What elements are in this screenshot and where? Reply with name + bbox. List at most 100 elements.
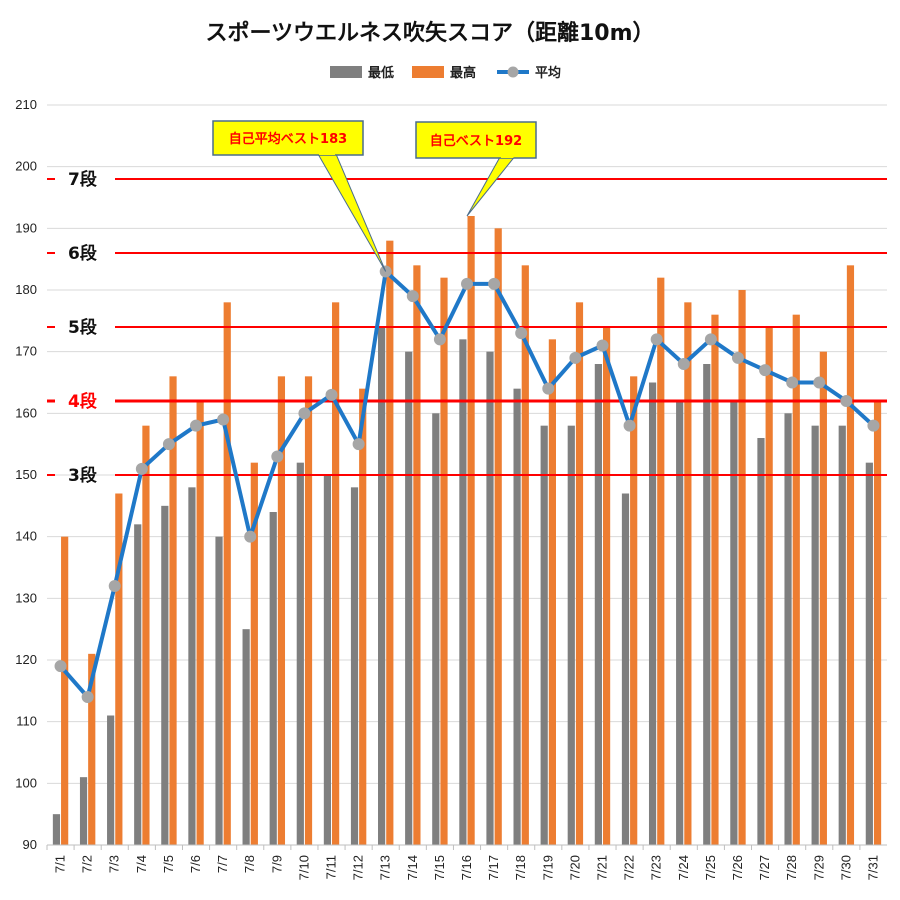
- y-tick-label: 180: [15, 282, 37, 297]
- average-point: [298, 407, 311, 420]
- bar-max: [575, 302, 584, 845]
- bar-min: [269, 512, 277, 845]
- average-point: [461, 277, 473, 290]
- x-tick-label: 7/19: [540, 855, 555, 880]
- bar-min: [513, 388, 521, 845]
- x-tick-label: 7/27: [757, 855, 772, 880]
- bar-max: [467, 216, 475, 845]
- bar-min: [432, 413, 440, 845]
- y-tick-label: 110: [16, 714, 37, 729]
- bar-min: [107, 715, 115, 845]
- x-tick-label: 7/10: [296, 855, 311, 880]
- gridlines: [47, 104, 887, 846]
- x-tick-label: 7/18: [513, 855, 528, 880]
- bar-min: [323, 475, 332, 845]
- bar-min: [350, 487, 359, 845]
- average-point: [352, 438, 365, 451]
- bar-min: [648, 382, 657, 845]
- bar-max: [494, 228, 502, 846]
- bar-min: [215, 536, 223, 845]
- bar-max: [169, 376, 177, 845]
- callouts: 自己平均ベスト183 自己ベスト192: [212, 120, 537, 272]
- callout-pointer: [466, 156, 516, 217]
- x-tick-label: 7/29: [811, 855, 826, 880]
- legend-label: 最高: [450, 65, 476, 81]
- bar-max: [386, 240, 394, 845]
- bars: [52, 216, 882, 846]
- average-point: [81, 691, 94, 703]
- average-point: [813, 376, 826, 389]
- rank-label: 7段: [68, 169, 97, 190]
- average-point: [433, 333, 446, 346]
- average-point: [569, 351, 582, 364]
- bar-max: [142, 425, 150, 845]
- x-tick-label: 7/15: [432, 855, 447, 880]
- bar-min: [784, 413, 792, 845]
- average-point: [108, 580, 121, 592]
- average-polyline: [59, 269, 875, 699]
- x-tick-label: 7/20: [567, 855, 582, 880]
- y-tick-label: 100: [15, 775, 37, 790]
- average-point: [271, 450, 284, 463]
- legend-swatch: [330, 66, 362, 78]
- y-tick-label: 130: [15, 590, 37, 605]
- axes: 90 100 110 120 130 140 150 160 170 180 190 200 210 7/…: [15, 97, 887, 880]
- bar-max: [711, 314, 719, 846]
- legend-label: 平均: [535, 65, 561, 81]
- average-point: [731, 351, 744, 364]
- chart-title: スポーツウエルネス吹矢スコア（距離10m）: [205, 20, 654, 46]
- bar-min: [296, 462, 304, 845]
- average-point: [135, 462, 148, 475]
- bar-max: [332, 302, 340, 845]
- y-tick-label: 190: [15, 220, 37, 235]
- x-tick-label: 7/1: [53, 855, 68, 873]
- bar-max: [684, 302, 692, 845]
- bar-max: [88, 653, 96, 845]
- rank-label: 3段: [68, 465, 97, 486]
- bar-min: [378, 327, 386, 845]
- x-tick-label: 7/7: [215, 855, 230, 873]
- bar-max: [792, 314, 800, 846]
- bar-max: [413, 265, 421, 845]
- bar-max: [115, 493, 123, 845]
- average-point: [244, 530, 257, 543]
- bar-max: [359, 388, 367, 845]
- x-tick-label: 7/26: [730, 855, 745, 880]
- y-tick-label: 90: [23, 837, 37, 852]
- bar-max: [521, 265, 529, 845]
- bar-max: [250, 462, 258, 845]
- bar-min: [811, 425, 819, 845]
- average-point: [677, 358, 690, 370]
- average-point: [325, 388, 338, 401]
- bar-max: [846, 265, 855, 845]
- bar-min: [459, 339, 467, 845]
- bar-min: [757, 438, 765, 845]
- bar-max: [223, 302, 231, 845]
- y-tick-label: 200: [15, 159, 37, 174]
- x-tick-label: 7/2: [80, 855, 95, 873]
- average-point: [515, 327, 528, 340]
- bar-min: [703, 364, 711, 845]
- x-tick-label: 7/13: [378, 855, 393, 880]
- bar-min: [52, 814, 61, 845]
- average-point: [867, 419, 880, 432]
- average-point: [650, 333, 663, 346]
- bar-min: [838, 425, 846, 845]
- y-tick-label: 210: [15, 97, 37, 112]
- average-point: [54, 660, 67, 673]
- x-tick-label: 7/24: [676, 855, 691, 880]
- x-tick-label: 7/12: [351, 855, 366, 880]
- average-point: [596, 339, 609, 352]
- bar-max: [304, 376, 313, 845]
- callout-text: 自己平均ベスト183: [229, 131, 347, 147]
- x-tick-label: 7/11: [324, 855, 339, 879]
- rank-label: 4段: [68, 391, 97, 412]
- bar-min: [540, 425, 548, 845]
- bar-min: [161, 505, 169, 845]
- average-point: [542, 382, 555, 395]
- callout-box: [212, 120, 364, 156]
- legend-marker: [507, 66, 519, 78]
- average-point: [759, 364, 772, 377]
- bar-max: [630, 376, 638, 845]
